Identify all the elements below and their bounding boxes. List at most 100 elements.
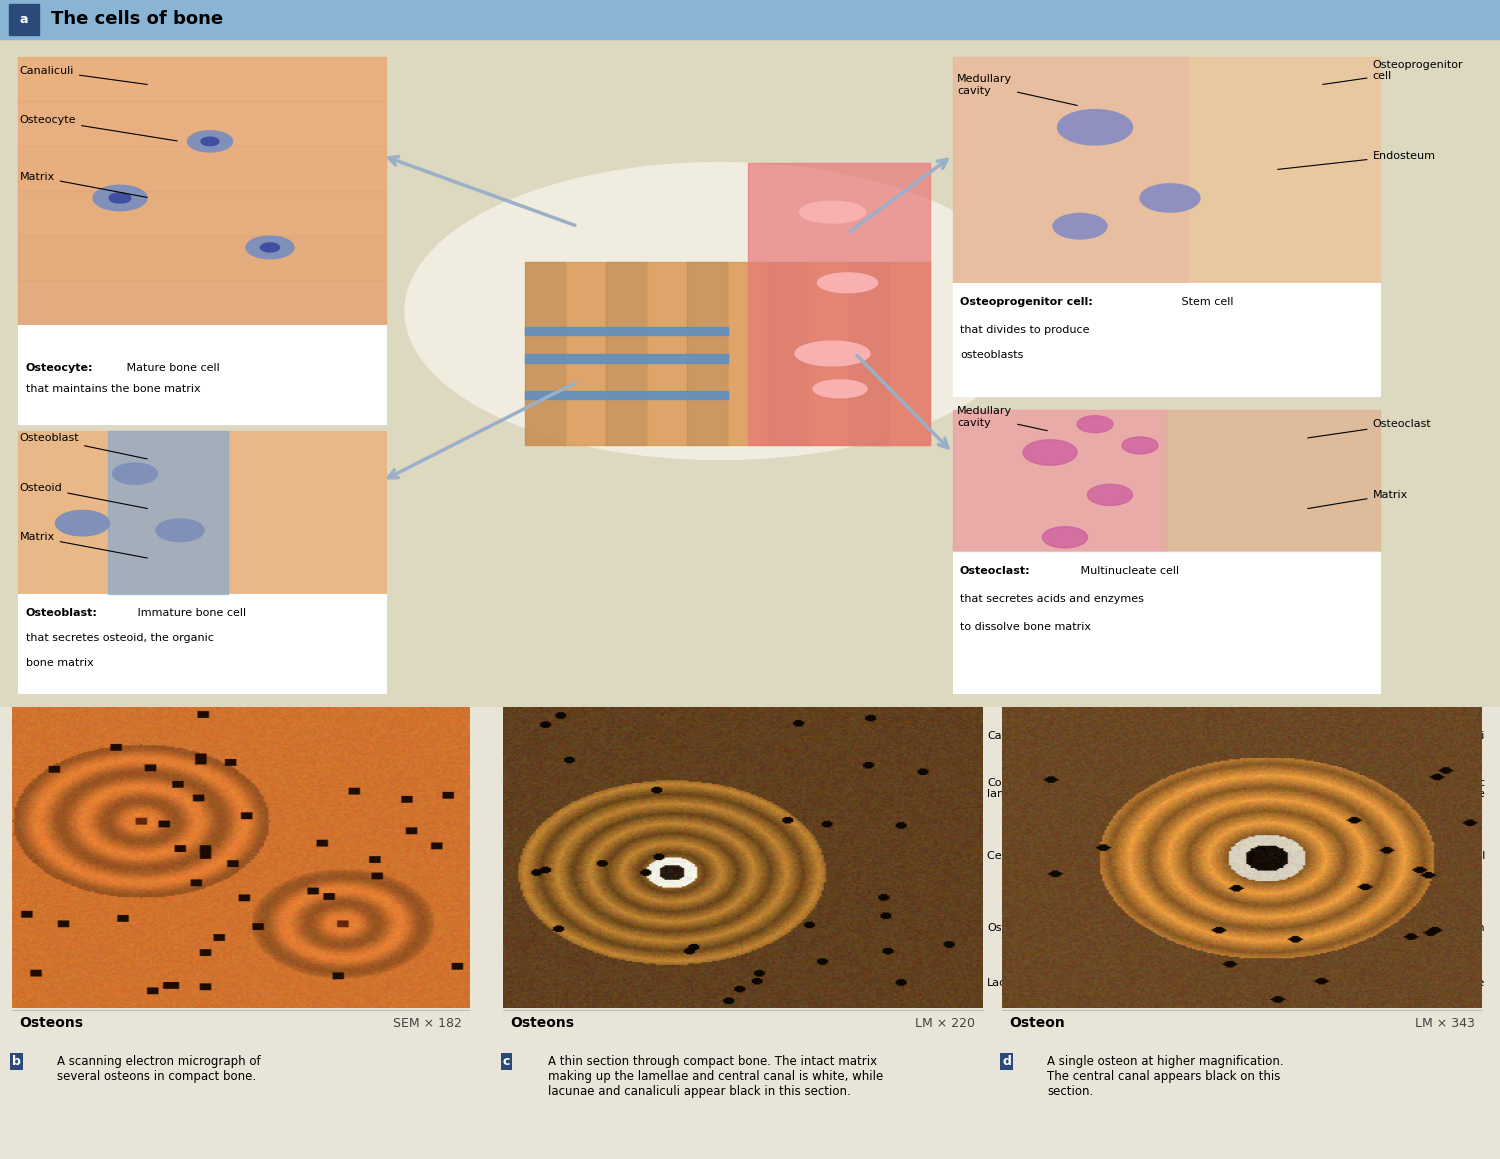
Bar bbox=[952, 410, 1167, 552]
Text: LM × 220: LM × 220 bbox=[915, 1016, 975, 1030]
Ellipse shape bbox=[795, 341, 870, 366]
Bar bbox=[525, 391, 728, 400]
Circle shape bbox=[1077, 416, 1113, 432]
Bar bbox=[952, 57, 1380, 283]
Bar bbox=[747, 162, 930, 445]
Text: to dissolve bone matrix: to dissolve bone matrix bbox=[960, 622, 1090, 632]
Bar bbox=[849, 262, 889, 445]
Text: Osteoprogenitor
cell: Osteoprogenitor cell bbox=[1323, 60, 1462, 85]
Text: Concentric
lamellae: Concentric lamellae bbox=[1308, 778, 1485, 800]
Text: LM × 343: LM × 343 bbox=[1414, 1016, 1474, 1030]
Circle shape bbox=[1122, 437, 1158, 454]
Circle shape bbox=[112, 464, 158, 484]
Text: Central canal: Central canal bbox=[1263, 851, 1485, 865]
Bar bbox=[18, 431, 386, 593]
Text: Osteon: Osteon bbox=[1010, 1016, 1065, 1030]
Text: Osteon: Osteon bbox=[783, 924, 1026, 938]
Bar bbox=[687, 262, 728, 445]
Text: Matrix: Matrix bbox=[20, 172, 147, 197]
Text: Lamellae: Lamellae bbox=[273, 960, 453, 971]
Text: c: c bbox=[503, 1055, 510, 1069]
Bar bbox=[1167, 410, 1380, 552]
Text: Central
canals: Central canals bbox=[273, 818, 442, 840]
Bar bbox=[18, 57, 386, 326]
Bar bbox=[646, 262, 687, 445]
Bar bbox=[525, 355, 728, 363]
Text: Medullary
cavity: Medullary cavity bbox=[957, 407, 1047, 431]
Bar bbox=[566, 262, 606, 445]
Text: Osteoprogenitor cell:: Osteoprogenitor cell: bbox=[960, 297, 1092, 307]
Circle shape bbox=[188, 131, 232, 152]
Bar bbox=[952, 283, 1380, 396]
Bar bbox=[18, 593, 386, 693]
Bar bbox=[0, 0, 1500, 39]
Text: Canaliculi: Canaliculi bbox=[20, 66, 147, 85]
Text: Osteoid: Osteoid bbox=[20, 483, 147, 509]
Bar bbox=[952, 410, 1380, 552]
Bar bbox=[525, 262, 566, 445]
Text: The cells of bone: The cells of bone bbox=[51, 10, 224, 29]
Text: Osteon: Osteon bbox=[1308, 924, 1485, 933]
Bar bbox=[808, 262, 849, 445]
Text: Osteocyte:: Osteocyte: bbox=[26, 363, 93, 373]
Text: Concentric
lamellae: Concentric lamellae bbox=[813, 778, 1047, 800]
Text: Osteon: Osteon bbox=[213, 709, 441, 719]
Circle shape bbox=[261, 243, 279, 252]
Bar bbox=[525, 327, 728, 335]
Text: Osteoclast:: Osteoclast: bbox=[960, 566, 1030, 576]
Bar bbox=[18, 191, 386, 235]
Bar bbox=[768, 262, 808, 445]
Text: a: a bbox=[20, 13, 28, 25]
Bar bbox=[18, 146, 386, 191]
Text: Osteocyte: Osteocyte bbox=[20, 115, 177, 141]
Bar bbox=[9, 3, 39, 35]
Text: A thin section through compact bone. The intact matrix
making up the lamellae an: A thin section through compact bone. The… bbox=[548, 1055, 882, 1098]
Text: Matrix: Matrix bbox=[20, 532, 147, 557]
Circle shape bbox=[1042, 526, 1088, 548]
Text: Endosteum: Endosteum bbox=[1278, 151, 1436, 169]
Bar bbox=[728, 262, 768, 445]
Text: that divides to produce: that divides to produce bbox=[960, 326, 1089, 335]
Ellipse shape bbox=[813, 380, 867, 398]
Circle shape bbox=[246, 236, 294, 258]
Text: that secretes acids and enzymes: that secretes acids and enzymes bbox=[960, 593, 1144, 604]
Circle shape bbox=[1088, 484, 1132, 505]
Text: Mature bone cell: Mature bone cell bbox=[123, 363, 219, 373]
Bar bbox=[18, 235, 386, 280]
Text: Canaliculi: Canaliculi bbox=[1263, 731, 1485, 742]
Text: Matrix: Matrix bbox=[1308, 490, 1407, 509]
Text: Osteons: Osteons bbox=[20, 1016, 84, 1030]
Bar bbox=[1024, 766, 1160, 811]
Text: Osteons: Osteons bbox=[510, 1016, 574, 1030]
Bar bbox=[518, 779, 645, 833]
Circle shape bbox=[1053, 213, 1107, 239]
Bar bbox=[606, 262, 646, 445]
Circle shape bbox=[1023, 439, 1077, 465]
Text: Stem cell: Stem cell bbox=[1178, 297, 1233, 307]
Text: Lacunae: Lacunae bbox=[1263, 978, 1485, 987]
Bar bbox=[18, 101, 386, 146]
Bar bbox=[1017, 821, 1167, 911]
Ellipse shape bbox=[818, 272, 878, 293]
Bar bbox=[18, 57, 386, 101]
Text: d: d bbox=[1002, 1055, 1011, 1069]
Text: Canaliculi: Canaliculi bbox=[753, 731, 1041, 742]
Bar bbox=[18, 326, 386, 424]
Bar bbox=[890, 262, 930, 445]
Bar bbox=[518, 843, 645, 911]
Text: Multinucleate cell: Multinucleate cell bbox=[1077, 566, 1179, 576]
Bar bbox=[952, 552, 1380, 693]
Text: A single osteon at higher magnification.
The central canal appears black on this: A single osteon at higher magnification.… bbox=[1047, 1055, 1284, 1098]
Text: SEM × 182: SEM × 182 bbox=[393, 1016, 462, 1030]
Text: Lacunae: Lacunae bbox=[753, 978, 1035, 992]
Text: Central canal: Central canal bbox=[708, 851, 1062, 869]
Bar bbox=[18, 280, 386, 326]
Bar bbox=[952, 57, 1188, 283]
Text: that secretes osteoid, the organic: that secretes osteoid, the organic bbox=[26, 633, 213, 643]
Text: that maintains the bone matrix: that maintains the bone matrix bbox=[26, 384, 200, 394]
Circle shape bbox=[56, 510, 110, 535]
Text: osteoblasts: osteoblasts bbox=[960, 350, 1023, 360]
Text: b: b bbox=[12, 1055, 21, 1069]
Text: Osteoblast: Osteoblast bbox=[20, 433, 147, 459]
Text: Osteoclast: Osteoclast bbox=[1308, 420, 1431, 438]
